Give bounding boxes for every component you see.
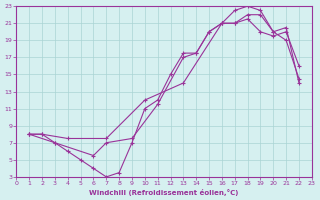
X-axis label: Windchill (Refroidissement éolien,°C): Windchill (Refroidissement éolien,°C) [89, 189, 239, 196]
